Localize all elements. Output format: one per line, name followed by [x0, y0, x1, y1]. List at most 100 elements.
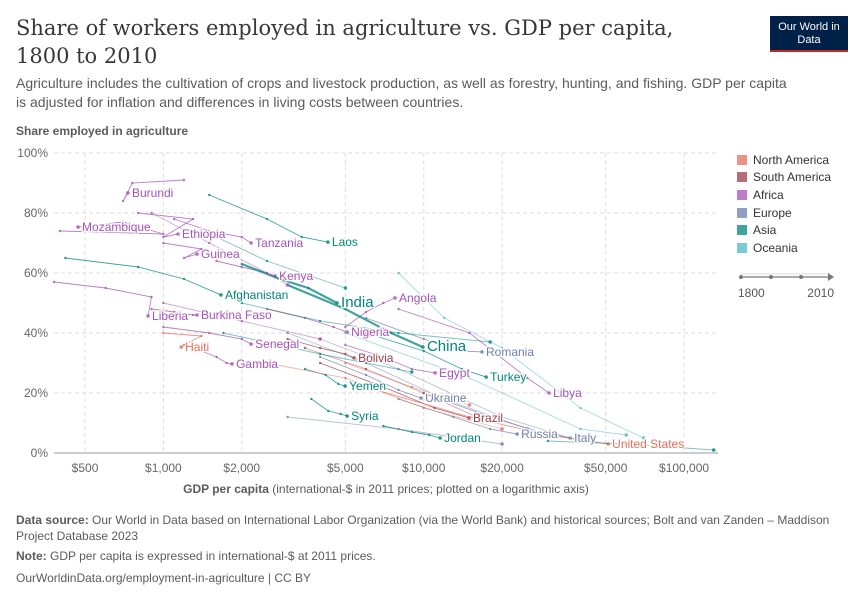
data-point — [326, 240, 330, 244]
data-point — [176, 232, 180, 236]
data-point — [150, 295, 153, 299]
data-point — [219, 293, 223, 297]
country-label: Angola — [399, 291, 437, 305]
legend-item-oceania[interactable]: Oceania — [737, 239, 831, 257]
egypt-trajectory — [345, 344, 436, 374]
data-point — [179, 345, 183, 349]
footer-url[interactable]: OurWorldinData.org/employment-in-agricul… — [16, 571, 312, 585]
data-point — [410, 385, 414, 389]
timeline-arrow-icon — [828, 273, 834, 281]
data-point — [345, 414, 349, 418]
data-point — [286, 415, 289, 419]
data-point — [285, 283, 290, 287]
data-point — [265, 217, 269, 221]
china-trajectory — [287, 283, 424, 349]
data-point — [337, 382, 340, 386]
x-tick-label: $50,000 — [584, 461, 628, 475]
data-point — [711, 448, 716, 452]
y-tick-label: 60% — [24, 266, 48, 280]
data-point — [438, 436, 442, 440]
gambia-trajectory — [201, 350, 233, 365]
united-states-trajectory — [365, 386, 609, 445]
ukraine-trajectory — [319, 356, 422, 399]
data-point — [249, 241, 253, 245]
data-point — [467, 403, 472, 407]
india-trajectory — [241, 262, 338, 304]
data-point — [343, 384, 347, 388]
country-label: Haiti — [185, 340, 209, 354]
country-label: Russia — [521, 427, 558, 441]
country-label: Romania — [486, 345, 534, 359]
data-point — [318, 361, 322, 365]
data-point — [208, 331, 211, 335]
data-point — [200, 334, 203, 338]
data-point — [382, 301, 385, 305]
country-label: Libya — [553, 386, 582, 400]
data-point — [126, 191, 130, 195]
chart-subtitle: Agriculture includes the cultivation of … — [16, 75, 787, 110]
y-tick-label: 80% — [24, 206, 48, 220]
data-point — [240, 337, 243, 341]
syria-trajectory — [311, 398, 348, 417]
data-point — [191, 313, 195, 317]
tanzania-trajectory — [174, 218, 252, 244]
country-label: Laos — [332, 235, 358, 249]
data-point — [393, 296, 397, 300]
data-point — [136, 211, 140, 215]
country-label: Senegal — [255, 337, 299, 351]
data-point — [422, 391, 425, 395]
y-tick-label: 20% — [24, 386, 48, 400]
data-point — [191, 217, 195, 221]
data-point — [131, 181, 134, 185]
country-label: Italy — [574, 431, 596, 445]
data-point — [410, 367, 414, 371]
legend-label: North America — [753, 152, 830, 167]
nigeria-trajectory — [266, 308, 348, 333]
data-point — [546, 433, 550, 437]
data-point — [162, 232, 165, 236]
data-point — [339, 412, 342, 416]
legend-item-north-america[interactable]: North America — [737, 151, 831, 169]
data-point — [318, 346, 322, 350]
data-point — [526, 376, 529, 380]
data-point — [200, 247, 203, 251]
legend-swatch — [737, 207, 747, 218]
legend-item-south-america[interactable]: South America — [737, 169, 831, 187]
country-label: Guinea — [201, 247, 240, 261]
country-label: Tanzania — [255, 236, 303, 250]
country-trajectory — [287, 332, 528, 430]
data-point — [500, 442, 504, 446]
mozambique-trajectory — [59, 221, 164, 235]
legend-item-asia[interactable]: Asia — [737, 221, 831, 239]
country-label: Brazil — [473, 411, 503, 425]
x-tick-label: $100,000 — [659, 461, 709, 475]
timeline-start-label: 1800 — [738, 286, 765, 300]
legend-item-africa[interactable]: Africa — [737, 186, 831, 204]
legend-swatch — [737, 172, 747, 183]
country-trajectory — [266, 362, 503, 430]
data-point — [150, 307, 153, 311]
data-point — [307, 286, 310, 290]
data-source: Data source: Our World in Data based on … — [16, 513, 830, 543]
legend-item-europe[interactable]: Europe — [737, 204, 831, 222]
data-point — [624, 433, 629, 437]
data-point — [182, 256, 186, 260]
data-point — [443, 316, 446, 320]
data-point — [265, 259, 269, 263]
data-point — [364, 331, 368, 335]
data-point — [240, 262, 243, 266]
data-point — [344, 343, 347, 347]
data-point — [422, 349, 425, 353]
data-point — [419, 396, 423, 400]
data-point — [410, 370, 414, 374]
guinea-trajectory — [163, 242, 203, 259]
owid-logo[interactable]: Our World in Data — [770, 16, 848, 52]
data-point — [421, 345, 425, 349]
data-point — [343, 286, 348, 290]
y-tick-label: 100% — [17, 146, 48, 160]
afghanistan-trajectory — [65, 257, 222, 296]
data-point — [443, 397, 446, 401]
y-tick-label: 40% — [24, 326, 48, 340]
legend-swatch — [737, 154, 747, 165]
